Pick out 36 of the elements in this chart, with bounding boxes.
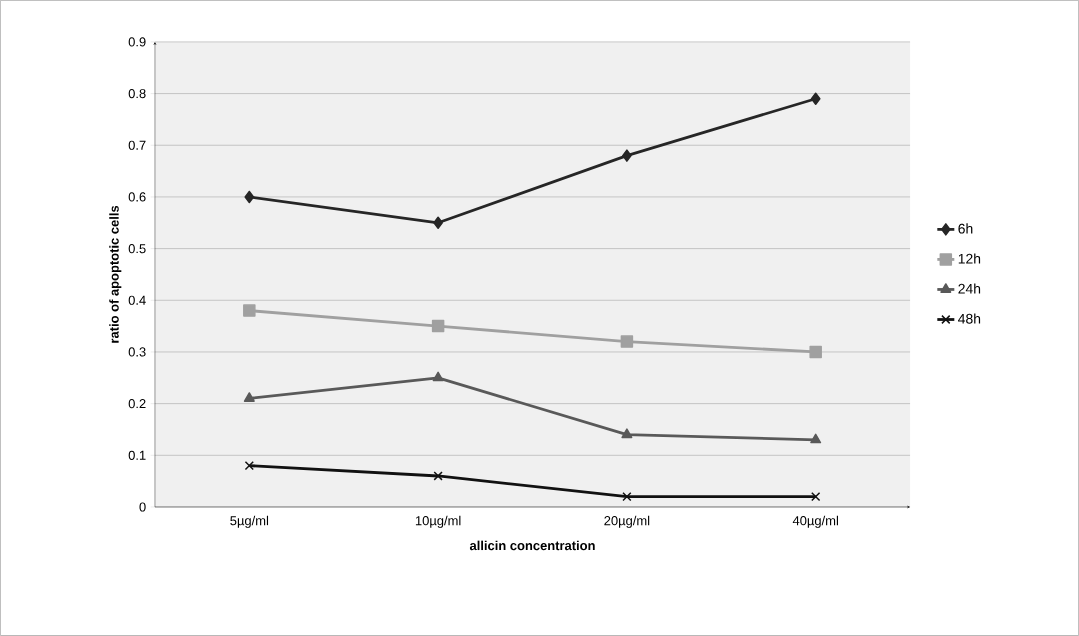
x-axis-title: allicin concentration — [469, 540, 595, 551]
legend-label: 24h — [958, 283, 981, 294]
point — [810, 433, 822, 444]
legend-label: 48h — [958, 313, 981, 324]
point — [621, 428, 633, 439]
point — [809, 345, 822, 359]
x-tick-label: 20µg/ml — [604, 515, 650, 528]
legend-label: 12h — [958, 253, 981, 264]
y-tick-label: 0.3 — [128, 347, 146, 357]
point — [432, 371, 444, 382]
y-tick-label: 0.5 — [128, 244, 146, 254]
y-tick-label: 0 — [139, 502, 146, 512]
point — [431, 319, 445, 333]
point — [433, 216, 443, 230]
y-tick-label: 0.2 — [128, 399, 146, 409]
legend-label: 6h — [958, 223, 973, 234]
y-axis-title: ratio of apoptotic cells — [109, 205, 122, 343]
y-tick-label: 0.1 — [128, 450, 146, 460]
point — [811, 492, 821, 502]
x-tick-label: 10µg/ml — [415, 515, 461, 528]
point — [433, 471, 443, 481]
y-tick-label: 0.8 — [128, 89, 146, 99]
point — [244, 461, 254, 471]
point — [244, 190, 255, 204]
y-tick-label: 0.4 — [128, 295, 146, 305]
point — [622, 492, 632, 502]
x-tick-label: 5µg/ml — [230, 515, 269, 528]
point — [243, 304, 256, 317]
y-tick-label: 0.6 — [128, 192, 146, 202]
point — [243, 392, 255, 403]
y-tick-label: 0.7 — [128, 140, 146, 150]
x-tick-label: 40µg/ml — [792, 515, 838, 528]
point — [622, 149, 632, 162]
point — [810, 92, 821, 106]
y-tick-label: 0.9 — [128, 37, 146, 47]
point — [620, 335, 634, 348]
